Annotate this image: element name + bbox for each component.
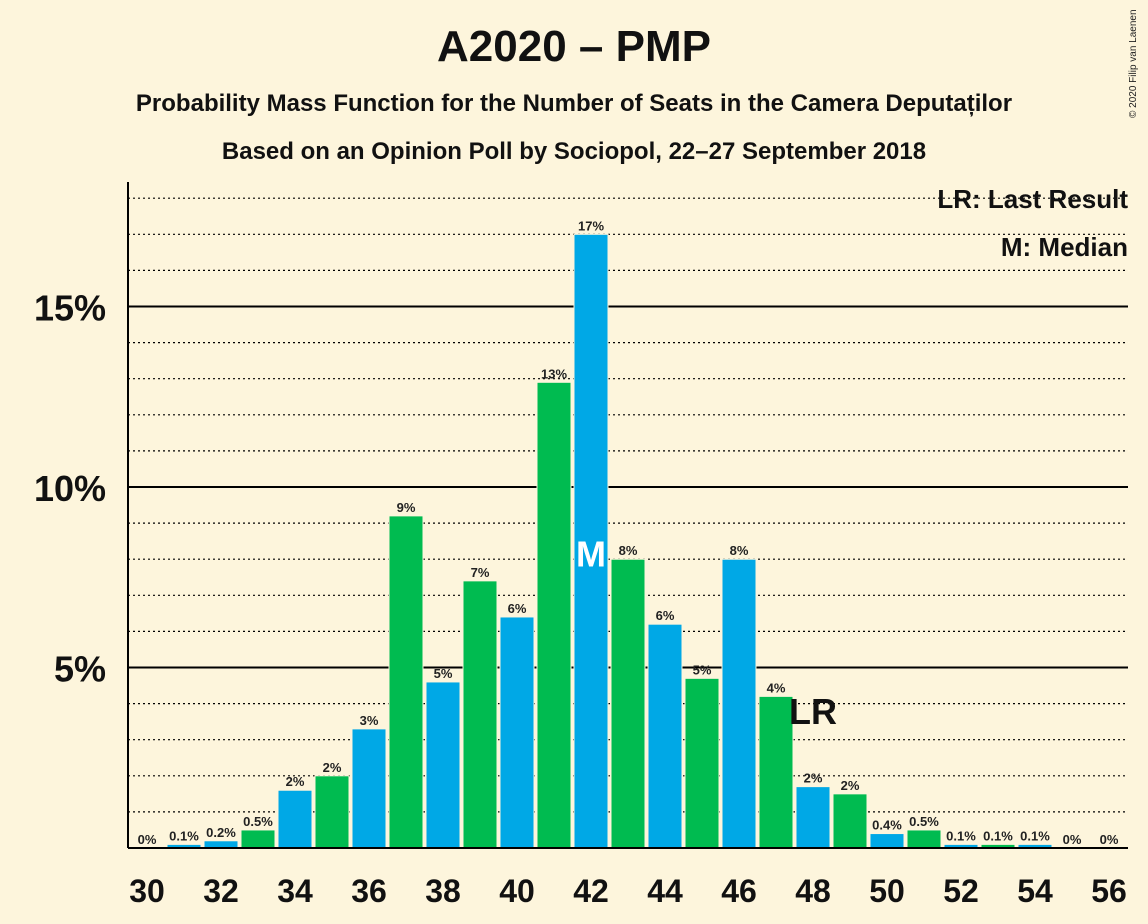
x-tick-label: 54 <box>1017 873 1053 909</box>
bar-value-label: 8% <box>619 543 638 558</box>
legend-median: M: Median <box>1000 232 1128 262</box>
bar <box>684 677 720 849</box>
x-tick-label: 42 <box>573 873 609 909</box>
x-tick-label: 34 <box>277 873 313 909</box>
bar <box>499 616 535 849</box>
bar-value-label: 2% <box>323 760 342 775</box>
bar-value-label: 0% <box>138 832 157 847</box>
chart-subtitle-poll: Based on an Opinion Poll by Sociopol, 22… <box>221 138 927 165</box>
bar <box>610 558 646 849</box>
y-tick-label: 5% <box>54 649 106 690</box>
x-tick-label: 32 <box>203 873 239 909</box>
bar-value-label: 3% <box>360 713 379 728</box>
x-tick-label: 50 <box>869 873 905 909</box>
bar-value-label: 0.4% <box>872 818 902 833</box>
bar-value-label: 2% <box>841 778 860 793</box>
x-tick-label: 48 <box>795 873 831 909</box>
bar-value-label: 4% <box>767 680 786 695</box>
bar <box>573 233 609 849</box>
bar <box>425 681 461 849</box>
bar <box>388 515 424 849</box>
bar-value-label: 0.1% <box>946 828 976 843</box>
x-tick-label: 52 <box>943 873 979 909</box>
bar <box>906 829 942 849</box>
bar <box>721 558 757 849</box>
bar-value-label: 0.1% <box>983 828 1013 843</box>
bar <box>758 695 794 849</box>
bar-value-label: 0% <box>1100 832 1119 847</box>
median-marker: M <box>576 533 606 574</box>
bar <box>351 728 387 849</box>
bar <box>869 833 905 849</box>
bar <box>795 786 831 849</box>
x-tick-label: 56 <box>1091 873 1127 909</box>
bar <box>536 381 572 849</box>
bar-value-label: 0.1% <box>1020 828 1050 843</box>
bar <box>240 829 276 849</box>
x-tick-label: 44 <box>647 873 683 909</box>
bar-value-label: 13% <box>541 366 567 381</box>
chart-subtitle: Probability Mass Function for the Number… <box>135 90 1013 117</box>
x-tick-label: 36 <box>351 873 387 909</box>
x-tick-label: 30 <box>129 873 165 909</box>
bar-value-label: 6% <box>508 601 527 616</box>
bar-value-label: 2% <box>804 771 823 786</box>
bar-value-label: 0.1% <box>169 828 199 843</box>
bar-value-label: 0.5% <box>909 814 939 829</box>
y-tick-label: 10% <box>34 468 106 509</box>
last-result-marker: LR <box>789 691 837 732</box>
bar-value-label: 0% <box>1063 832 1082 847</box>
bar-value-label: 5% <box>693 662 712 677</box>
y-tick-label: 15% <box>34 288 106 329</box>
bar-value-label: 6% <box>656 608 675 623</box>
x-tick-label: 40 <box>499 873 535 909</box>
bar <box>277 789 313 849</box>
bar-value-label: 0.5% <box>243 814 273 829</box>
bar-value-label: 9% <box>397 500 416 515</box>
bar-value-label: 17% <box>578 218 604 233</box>
bar-value-label: 2% <box>286 774 305 789</box>
chart-title: A2020 – PMP <box>437 22 711 71</box>
legend-last-result: LR: Last Result <box>937 184 1128 214</box>
bar <box>462 580 498 849</box>
bar-value-label: 5% <box>434 666 453 681</box>
bar-value-label: 0.2% <box>206 825 236 840</box>
bar-value-label: 8% <box>730 543 749 558</box>
bar <box>314 775 350 849</box>
bar <box>647 623 683 849</box>
bar <box>203 840 239 849</box>
x-tick-label: 38 <box>425 873 461 909</box>
bar-value-label: 7% <box>471 565 490 580</box>
bar <box>832 793 868 849</box>
x-tick-label: 46 <box>721 873 757 909</box>
